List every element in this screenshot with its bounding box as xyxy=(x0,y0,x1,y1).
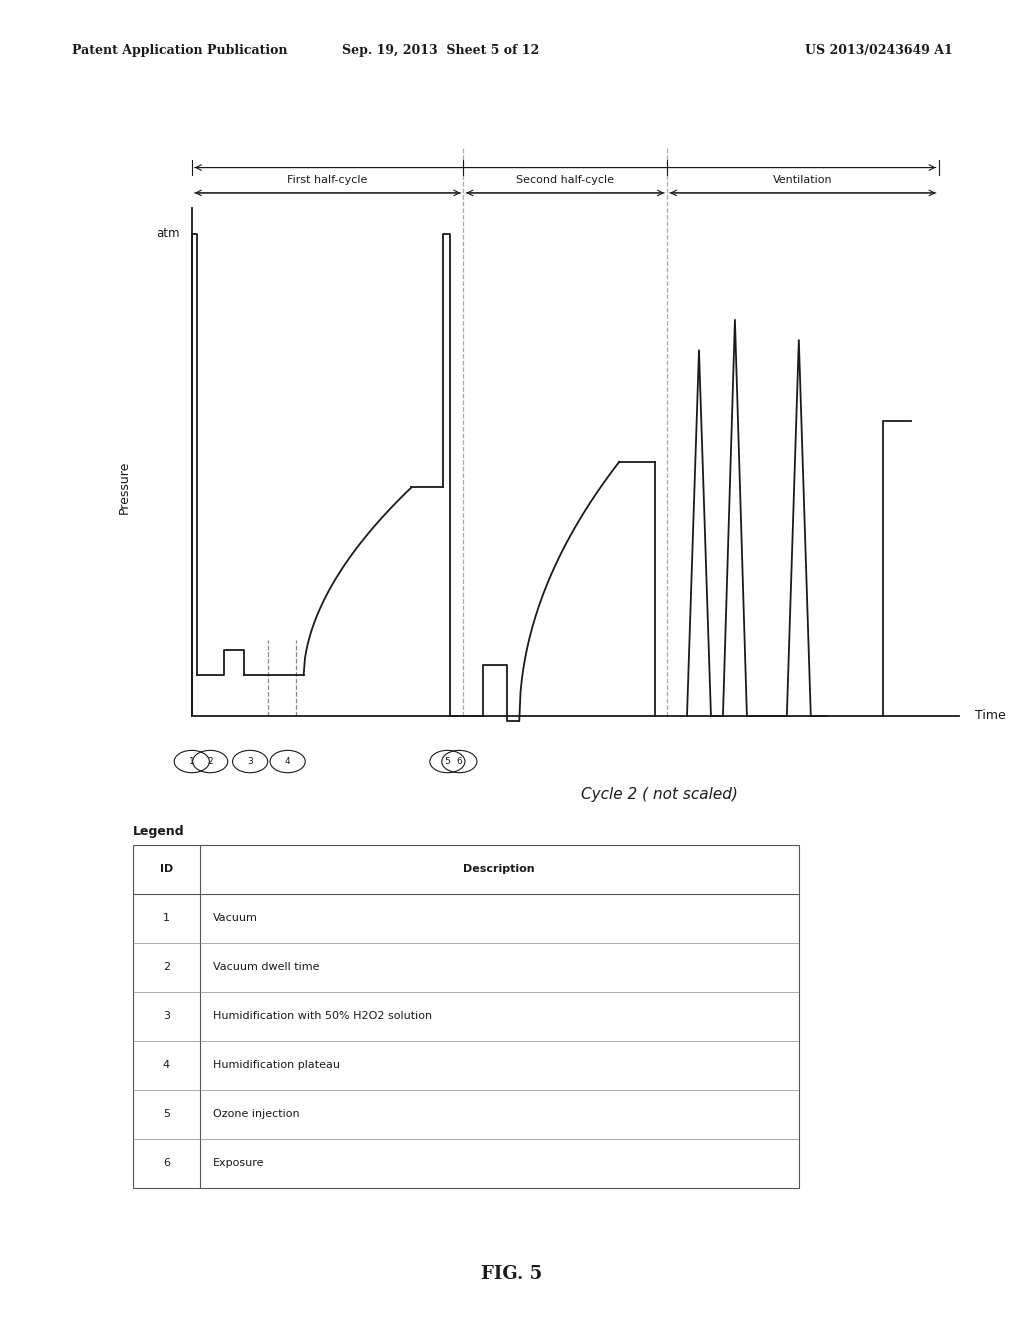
Text: Vacuum: Vacuum xyxy=(213,913,258,924)
Text: 2: 2 xyxy=(207,758,213,766)
Text: 3: 3 xyxy=(247,758,253,766)
Text: Exposure: Exposure xyxy=(213,1159,264,1168)
Text: 2: 2 xyxy=(163,962,170,973)
Text: Cycle 2 ( not scaled): Cycle 2 ( not scaled) xyxy=(581,787,737,803)
Text: 5: 5 xyxy=(444,758,451,766)
Text: 1: 1 xyxy=(163,913,170,924)
Text: 4: 4 xyxy=(163,1060,170,1071)
Text: ID: ID xyxy=(160,865,173,874)
Text: 6: 6 xyxy=(163,1159,170,1168)
Text: Ventilation: Ventilation xyxy=(773,176,833,185)
Text: Legend: Legend xyxy=(133,825,184,838)
Text: Sep. 19, 2013  Sheet 5 of 12: Sep. 19, 2013 Sheet 5 of 12 xyxy=(342,44,539,57)
Text: atm: atm xyxy=(157,227,180,240)
Text: Ozone injection: Ozone injection xyxy=(213,1109,300,1119)
Text: Description: Description xyxy=(464,865,535,874)
Text: 6: 6 xyxy=(457,758,462,766)
Text: 5: 5 xyxy=(163,1109,170,1119)
Text: Second half-cycle: Second half-cycle xyxy=(516,176,614,185)
Text: Time: Time xyxy=(975,709,1006,722)
Text: 1: 1 xyxy=(188,758,195,766)
Text: Humidification with 50% H2O2 solution: Humidification with 50% H2O2 solution xyxy=(213,1011,432,1022)
Text: 4: 4 xyxy=(285,758,291,766)
Text: Patent Application Publication: Patent Application Publication xyxy=(72,44,287,57)
Text: 3: 3 xyxy=(163,1011,170,1022)
Text: Humidification plateau: Humidification plateau xyxy=(213,1060,340,1071)
Text: Pressure: Pressure xyxy=(118,461,130,513)
Text: First half-cycle: First half-cycle xyxy=(288,176,368,185)
Text: US 2013/0243649 A1: US 2013/0243649 A1 xyxy=(805,44,952,57)
Text: FIG. 5: FIG. 5 xyxy=(481,1265,543,1283)
Text: Vacuum dwell time: Vacuum dwell time xyxy=(213,962,319,973)
